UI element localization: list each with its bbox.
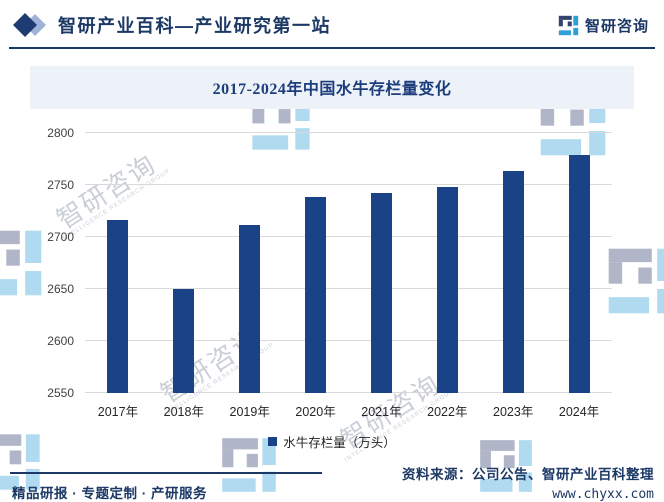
chart-title: 2017-2024年中国水牛存栏量变化 [212,81,452,98]
gridline [85,132,612,133]
page-title: 智研产业百科—产业研究第一站 [58,16,331,36]
x-tick-label: 2022年 [427,405,468,419]
legend-marker-icon [268,437,278,446]
gridline [85,340,612,341]
brand-logo: 智研咨询 [558,15,651,36]
x-tick-label: 2020年 [295,405,336,419]
page-header: 智研产业百科—产业研究第一站 智研咨询 [9,0,655,49]
diamond-icon [13,12,49,38]
plot-area [85,132,612,393]
y-axis: 2550 2600 2650 2700 2750 2800 [30,126,76,400]
gridline [85,392,612,393]
legend-label: 水牛存栏量（万头） [283,436,396,450]
gridline [85,184,612,185]
footer-tagline: 精品研报 · 专题定制 · 产研服务 [10,472,322,502]
bar [173,289,195,393]
bar [305,197,327,393]
chart-legend: 水牛存栏量（万头） [0,432,664,451]
bar [568,154,590,393]
x-tick-label: 2023年 [493,405,534,419]
bar [502,171,524,393]
data-source: 资料来源：公司公告、智研产业百科整理 [402,467,654,482]
y-tick-label: 2600 [47,334,74,348]
x-tick-label: 2018年 [163,405,204,419]
bar [436,187,458,393]
x-tick-label: 2019年 [229,405,270,419]
x-tick-label: 2021年 [361,405,402,419]
y-tick-label: 2700 [47,230,74,244]
bar [370,193,392,393]
brand-logo-icon [558,15,579,36]
website-url: www.chyxx.com [552,487,654,502]
bar [239,224,261,393]
x-tick-label: 2024年 [558,405,600,419]
bar [107,220,129,393]
chart-title-banner: 2017-2024年中国水牛存栏量变化 [30,66,634,109]
page-footer: 精品研报 · 专题定制 · 产研服务 资料来源：公司公告、智研产业百科整理 ww… [10,463,654,502]
y-tick-label: 2750 [47,178,74,192]
brand-name: 智研咨询 [584,17,649,35]
gridline [85,236,612,237]
gridline [85,288,612,289]
chart-area: 2550 2600 2650 2700 2750 2800 2017年 2018年 2019年… [30,109,634,420]
y-tick-label: 2800 [47,126,74,140]
x-axis: 2017年 2018年 2019年 2020年 2021年 2022年 2023年 2024年 [85,401,612,420]
y-tick-label: 2650 [47,282,74,296]
y-tick-label: 2550 [47,386,74,400]
x-tick-label: 2017年 [97,405,139,419]
